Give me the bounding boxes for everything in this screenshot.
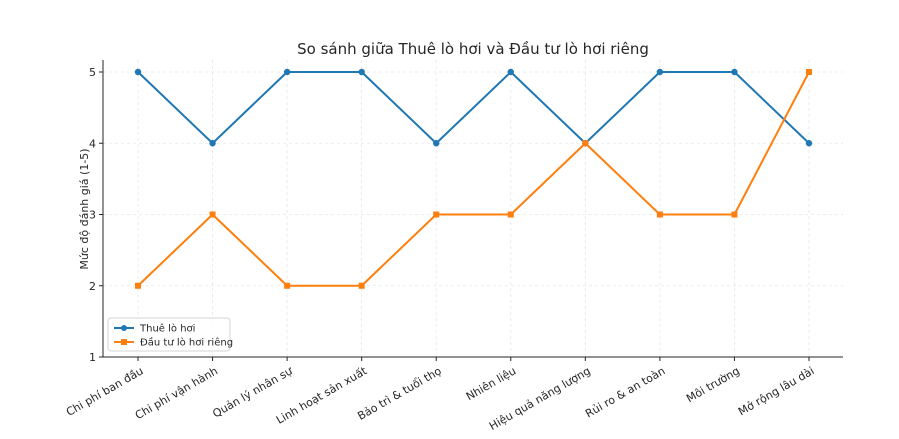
grid (103, 60, 843, 358)
data-point (358, 68, 365, 76)
series-2 (135, 69, 812, 289)
data-point (209, 211, 216, 218)
data-point (507, 68, 514, 76)
data-point (209, 140, 216, 147)
y-axis-label: Mức độ đánh giá (1-5) (78, 148, 91, 269)
data-point (507, 211, 514, 218)
series-line (137, 71, 810, 145)
y-ticks: 1 2 3 4 5 (89, 66, 103, 364)
chart-title: So sánh giữa Thuê lò hơi và Đầu tư lò hơ… (297, 40, 649, 58)
legend-marker (121, 325, 127, 331)
y-tick-label: 4 (89, 137, 96, 150)
data-point (134, 68, 142, 76)
data-point (656, 211, 663, 218)
y-tick-label: 3 (89, 209, 96, 222)
series (134, 68, 813, 289)
data-point (656, 68, 664, 76)
y-tick-label: 2 (89, 280, 96, 293)
series-line (137, 71, 810, 287)
y-tick-label: 5 (89, 66, 96, 79)
data-point (135, 282, 141, 289)
data-point (283, 68, 291, 76)
data-point (805, 140, 813, 147)
data-point (433, 211, 440, 218)
data-point (358, 282, 365, 289)
data-point (582, 140, 589, 147)
legend-label: Thuê lò hơi (139, 323, 195, 335)
legend: Thuê lò hơi Đầu tư lò hơi riêng (107, 317, 233, 352)
legend-marker (121, 339, 127, 345)
data-point (731, 68, 738, 76)
axes (102, 60, 843, 358)
legend-frame (107, 317, 231, 352)
y-tick-label: 1 (89, 351, 96, 364)
data-point (731, 211, 738, 218)
data-point (284, 282, 291, 289)
legend-label: Đầu tư lò hơi riêng (140, 337, 233, 349)
data-point (806, 69, 812, 75)
data-point (433, 140, 440, 147)
